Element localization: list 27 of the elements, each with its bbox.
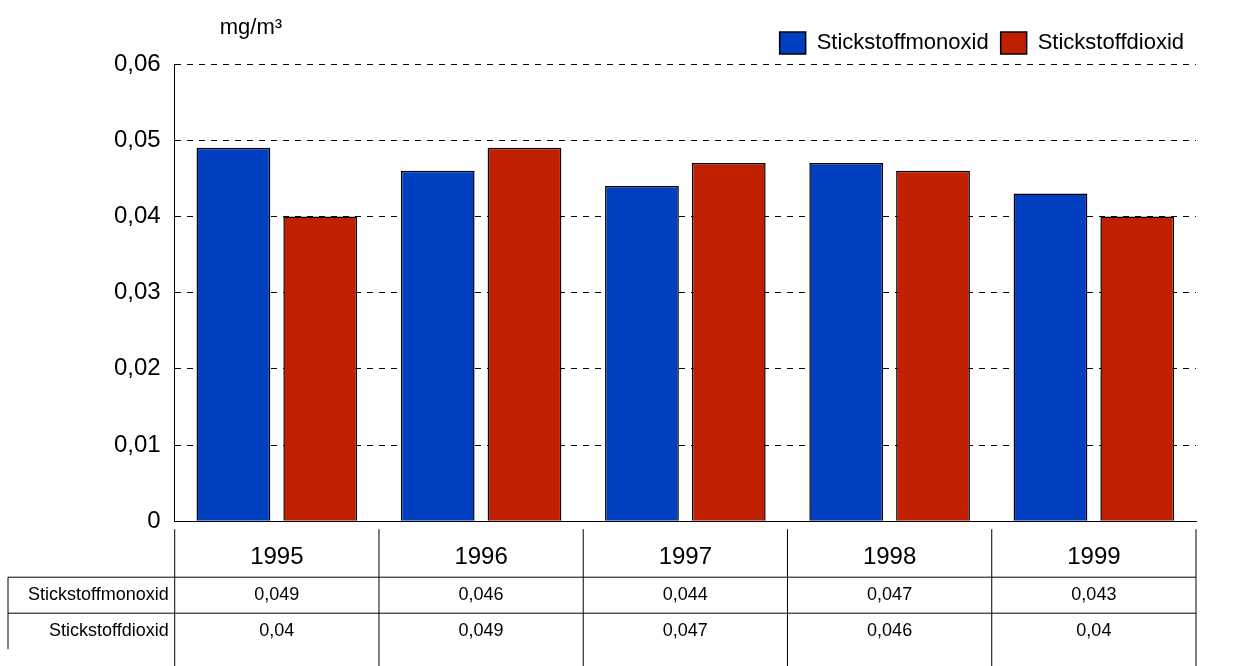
y-tick-label: 0,04 bbox=[113, 201, 161, 229]
text: Stickstoffmonoxid bbox=[27, 584, 169, 605]
data-label: 0,047 bbox=[662, 620, 708, 641]
text: Stickstoffdioxid bbox=[48, 620, 169, 641]
data-label: 0,047 bbox=[867, 584, 913, 605]
y-tick-label: 0,01 bbox=[113, 429, 161, 457]
y-axis-title: mg/m³ bbox=[219, 14, 283, 40]
data-label: 0,046 bbox=[458, 584, 504, 605]
y-tick-label: 0,03 bbox=[113, 277, 161, 305]
data-label: 0,043 bbox=[1071, 584, 1117, 605]
data-label: 0,044 bbox=[662, 584, 708, 605]
legend-label: Stickstoffmonoxid bbox=[816, 29, 989, 55]
x-tick-label: 1999 bbox=[1067, 542, 1121, 570]
y-tick-label: 0 bbox=[147, 505, 161, 533]
x-tick-label: 1995 bbox=[250, 542, 304, 570]
data-label: 0,04 bbox=[259, 620, 295, 641]
y-tick-label: 0,02 bbox=[113, 353, 161, 381]
x-tick-label: 1996 bbox=[454, 542, 508, 570]
x-tick-label: 1998 bbox=[862, 542, 917, 570]
x-tick-label: 1997 bbox=[658, 542, 713, 570]
data-label: 0,04 bbox=[1076, 620, 1112, 641]
y-tick-label: 0,05 bbox=[113, 124, 161, 152]
data-label: 0,046 bbox=[867, 620, 913, 641]
data-label: 0,049 bbox=[254, 584, 300, 605]
data-label: 0,049 bbox=[458, 620, 504, 641]
legend-label: Stickstoffdioxid bbox=[1037, 29, 1185, 55]
y-tick-label: 0,06 bbox=[113, 48, 161, 76]
